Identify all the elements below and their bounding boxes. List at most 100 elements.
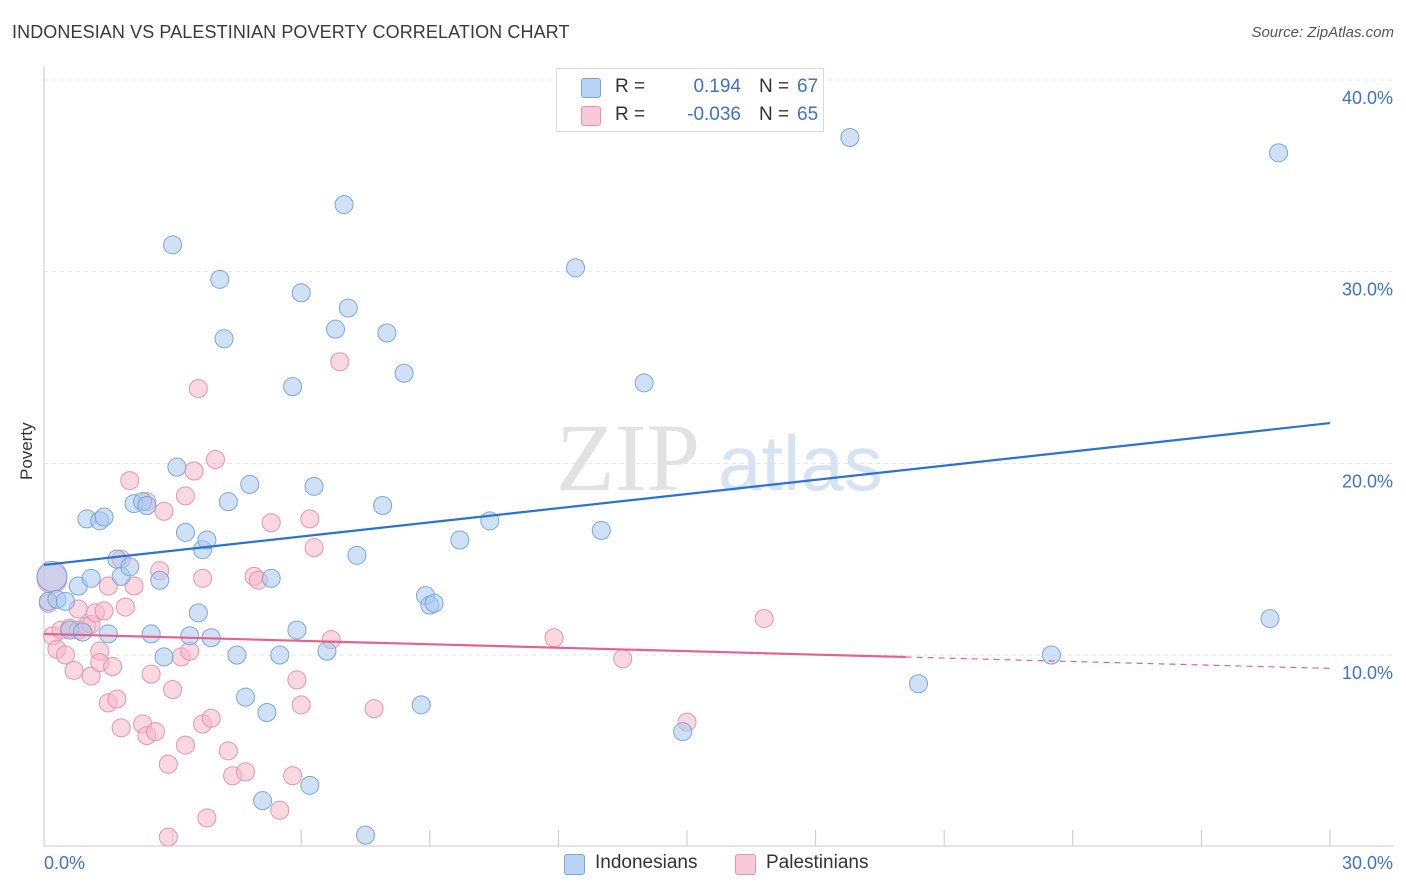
x-tick-labels: 0.0% 30.0% [44, 853, 1393, 873]
y-tick-label: 40.0% [1342, 88, 1393, 108]
x-tick-label: 30.0% [1342, 853, 1393, 873]
palestinians-point [115, 597, 135, 617]
indonesians-point [356, 825, 375, 845]
indonesians-point [163, 235, 183, 255]
palestinians-point [193, 568, 213, 588]
palestinians-point [270, 800, 290, 820]
palestinians-point [544, 628, 564, 648]
bottom-swatch-blue [564, 854, 585, 875]
palestinians-point [120, 471, 140, 491]
palestinians-point [304, 538, 324, 558]
indonesians-point [218, 492, 238, 512]
indonesians-points [36, 128, 1289, 845]
palestinians-point [175, 735, 195, 755]
bottom-swatch-pink [735, 854, 756, 875]
legend-r-label: R = [615, 104, 646, 125]
palestinians-point [283, 766, 303, 786]
y-tick-label: 30.0% [1342, 280, 1393, 300]
indonesians-point [167, 457, 187, 477]
indonesians-point [334, 195, 354, 215]
legend-r-label: R = [615, 76, 646, 97]
y-tick-label: 20.0% [1342, 471, 1393, 491]
indonesians-point [373, 496, 393, 515]
palestinians-point [98, 576, 118, 596]
legend-r-value: -0.036 [687, 104, 741, 125]
palestinians-point [94, 601, 114, 621]
legend-n-value: 65 [797, 104, 819, 125]
palestinians-point [330, 352, 350, 372]
palestinians-point [197, 808, 217, 828]
legend-n-value: 67 [797, 76, 819, 97]
palestinians-point [300, 509, 320, 529]
palestinians-point [201, 708, 221, 728]
indonesians-point [227, 645, 247, 665]
legend-swatch-pink [581, 106, 601, 126]
y-tick-labels: 10.0% 20.0% 30.0% 40.0% [1342, 88, 1393, 683]
indonesians-point [150, 570, 170, 590]
indonesians-point [214, 329, 234, 349]
indonesians-point [304, 476, 324, 496]
indonesians-point [634, 373, 654, 393]
palestinians-point [261, 513, 281, 533]
indonesians-point [338, 298, 358, 318]
indonesians-point [300, 775, 320, 795]
palestinians-point [364, 699, 384, 719]
watermark: ZIP atlas [556, 404, 883, 511]
indonesians-point [424, 593, 444, 613]
palestinians-point [613, 649, 633, 669]
bottom-legend-label: Indonesians [595, 852, 698, 873]
trend-lines [43, 421, 1331, 670]
bottom-legend-label: Palestinians [766, 852, 869, 873]
palestinians-point [184, 461, 204, 481]
indonesians-point [411, 695, 431, 715]
gridlines [44, 79, 1394, 656]
indonesians-point [325, 319, 345, 339]
indonesians-point [347, 545, 367, 565]
palestinians-point [205, 450, 225, 469]
palestinians-point [154, 501, 174, 521]
indonesians-point [257, 703, 277, 722]
palestinians-point [218, 741, 238, 761]
correlation-legend: R = 0.194 N = 67 R = -0.036 N = 65 [556, 68, 824, 132]
indonesians-point [175, 522, 195, 542]
indonesians-point [287, 620, 307, 640]
palestinians-point [124, 576, 144, 596]
indonesians-point [94, 507, 114, 527]
indonesians-point [394, 363, 414, 383]
indonesians-point [154, 647, 174, 667]
indonesians-point [261, 568, 281, 588]
legend-swatch-blue [581, 78, 601, 98]
palestinians-point [64, 660, 84, 680]
source-label: Source: ZipAtlas.com [1251, 24, 1394, 41]
palestinians-point [287, 670, 307, 690]
legend-r-value: 0.194 [693, 76, 741, 97]
indonesians-point [283, 377, 303, 397]
watermark-atlas: atlas [718, 419, 883, 507]
indonesians-point [81, 568, 101, 588]
indonesians-point [98, 624, 118, 644]
indonesians-point [188, 603, 208, 623]
indonesians-point [591, 520, 611, 540]
palestinians-point [235, 762, 255, 782]
indonesians-point [141, 624, 161, 644]
indonesians-point [673, 722, 693, 742]
indonesians-point [120, 557, 140, 577]
indonesians-point [1260, 609, 1280, 629]
indonesians-point [36, 560, 68, 592]
palestinians-point [145, 722, 165, 742]
palestinians-point [103, 657, 123, 676]
palestinians-point [158, 827, 178, 847]
y-tick-label: 10.0% [1342, 663, 1393, 683]
indonesians-point [235, 687, 255, 707]
indonesians-point [840, 128, 860, 147]
x-tick-label: 0.0% [44, 853, 85, 873]
watermark-zip: ZIP [556, 404, 700, 511]
indonesians-point [1041, 645, 1061, 665]
indonesians-point [317, 641, 337, 661]
indonesians-point [253, 791, 273, 811]
indonesians-point [1269, 143, 1289, 163]
indonesians-point [450, 530, 470, 550]
indonesians-point [291, 283, 311, 303]
indonesians-point [197, 530, 217, 550]
